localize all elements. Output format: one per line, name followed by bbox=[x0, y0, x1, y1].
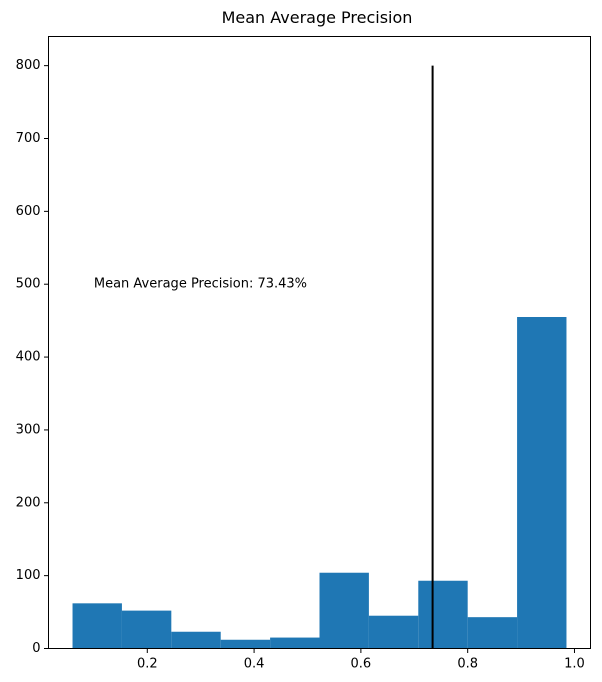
histogram-bar bbox=[121, 610, 172, 649]
y-tick-label: 200 bbox=[16, 495, 41, 510]
y-tick-label: 600 bbox=[16, 204, 41, 219]
y-tick-label: 100 bbox=[16, 568, 41, 583]
x-tick-label: 0.2 bbox=[137, 657, 158, 672]
bars-group bbox=[72, 317, 567, 649]
histogram-bar bbox=[72, 603, 122, 649]
histogram-bar bbox=[270, 637, 320, 649]
histogram-bar bbox=[220, 639, 271, 649]
y-tick-label: 500 bbox=[16, 277, 41, 292]
x-axis-ticks: 0.2 0.4 0.6 0.8 1.0 bbox=[137, 648, 585, 672]
histogram-bar bbox=[418, 580, 468, 649]
histogram-bar bbox=[467, 617, 518, 649]
histogram-bar bbox=[368, 615, 419, 649]
axes-frame bbox=[48, 36, 591, 649]
x-tick-label: 0.6 bbox=[351, 657, 372, 672]
chart-title: Mean Average Precision bbox=[222, 8, 413, 27]
x-tick-label: 0.8 bbox=[457, 657, 478, 672]
x-tick-label: 0.4 bbox=[244, 657, 265, 672]
histogram-bar bbox=[517, 317, 567, 649]
x-tick-label: 1.0 bbox=[564, 657, 585, 672]
y-tick-label: 0 bbox=[32, 641, 40, 656]
y-axis-ticks: 0 100 200 300 400 500 600 700 800 bbox=[16, 58, 49, 656]
y-tick-label: 300 bbox=[16, 422, 41, 437]
y-tick-label: 800 bbox=[16, 58, 41, 73]
y-tick-label: 700 bbox=[16, 131, 41, 146]
y-tick-label: 400 bbox=[16, 350, 41, 365]
histogram-bar bbox=[171, 631, 221, 649]
histogram-bar bbox=[319, 572, 369, 649]
annotation-text: Mean Average Precision: 73.43% bbox=[94, 277, 307, 292]
